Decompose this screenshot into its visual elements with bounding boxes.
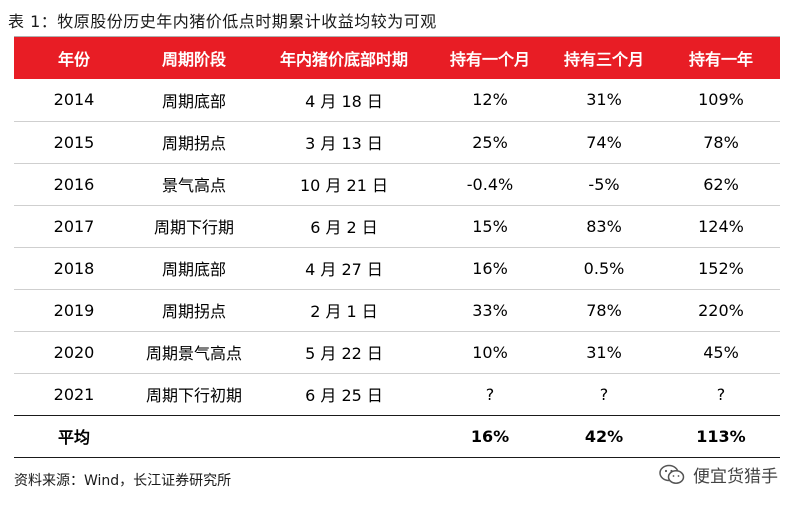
cell-cycle-stage: 周期景气高点: [134, 331, 254, 374]
cell-hold-1m: 16%: [434, 247, 546, 290]
watermark: 便宜货猎手: [659, 462, 778, 487]
average-label: 平均: [14, 414, 134, 458]
cell-cycle-stage: 周期下行期: [134, 205, 254, 248]
cell-hold-1y: 62%: [662, 163, 780, 206]
cell-hold-3m: 78%: [546, 289, 662, 332]
cell-year: 2014: [14, 79, 134, 122]
table-row: 2020 周期景气高点 5 月 22 日 10% 31% 45%: [14, 331, 780, 374]
cell-year: 2018: [14, 247, 134, 290]
cell-cycle-stage: 周期拐点: [134, 289, 254, 332]
returns-table: 年份 周期阶段 年内猪价底部时期 持有一个月 持有三个月 持有一年 2014 周…: [14, 37, 780, 458]
cell-bottom-date: 6 月 2 日: [254, 205, 434, 248]
cell-hold-1m: 12%: [434, 79, 546, 122]
cell-hold-3m: 31%: [546, 79, 662, 122]
header-bottom-date: 年内猪价底部时期: [279, 50, 408, 69]
cell-hold-1y: ?: [716, 384, 726, 404]
cell-bottom-date: 10 月 21 日: [254, 163, 434, 206]
table-row: 2016 景气高点 10 月 21 日 -0.4% -5% 62%: [14, 163, 780, 206]
cell-cycle-stage: 周期拐点: [134, 121, 254, 164]
cell-hold-3m: 83%: [546, 205, 662, 248]
cell-hold-3m: -5%: [546, 163, 662, 206]
header-hold-3m: 持有三个月: [563, 50, 644, 69]
average-row: 平均 16% 42% 113%: [14, 414, 780, 458]
cell-bottom-date: 5 月 22 日: [254, 331, 434, 374]
cell-year: 2019: [14, 289, 134, 332]
cell-hold-1y: 109%: [662, 79, 780, 122]
table-row: 2021 周期下行初期 6 月 25 日 ? ? ?: [14, 373, 780, 415]
cell-cycle-stage: 周期底部: [134, 79, 254, 122]
cell-hold-1m: 15%: [434, 205, 546, 248]
cell-hold-3m: 31%: [546, 331, 662, 374]
wechat-icon: [659, 464, 685, 484]
cell-hold-3m: 74%: [546, 121, 662, 164]
table-row: 2015 周期拐点 3 月 13 日 25% 74% 78%: [14, 121, 780, 164]
cell-bottom-date: 2 月 1 日: [254, 289, 434, 332]
cell-cycle-stage: 周期底部: [134, 247, 254, 290]
cell-year: 2021: [53, 384, 95, 404]
cell-bottom-date: 3 月 13 日: [254, 121, 434, 164]
header-hold-1m: 持有一个月: [449, 50, 530, 69]
cell-hold-3m: 0.5%: [546, 247, 662, 290]
cell-year: 2015: [14, 121, 134, 164]
source-note: 资料来源：Wind，长江证券研究所: [14, 473, 232, 489]
header-year: 年份: [57, 50, 90, 69]
average-hold-1m: 16%: [434, 414, 546, 458]
cell-year: 2020: [14, 331, 134, 374]
table-row: 2019 周期拐点 2 月 1 日 33% 78% 220%: [14, 289, 780, 332]
title-divider: [14, 36, 780, 37]
cell-year: 2017: [14, 205, 134, 248]
cell-cycle-stage: 景气高点: [134, 163, 254, 206]
table-row: 2014 周期底部 4 月 18 日 12% 31% 109%: [14, 79, 780, 122]
cell-hold-1m: 10%: [434, 331, 546, 374]
header-row: 年份 周期阶段 年内猪价底部时期 持有一个月 持有三个月 持有一年: [14, 37, 780, 79]
header-cycle-stage: 周期阶段: [161, 50, 226, 69]
average-empty: [254, 414, 434, 458]
cell-bottom-date: 4 月 27 日: [254, 247, 434, 290]
cell-year: 2016: [14, 163, 134, 206]
cell-hold-1m: 33%: [434, 289, 546, 332]
table-row: 2017 周期下行期 6 月 2 日 15% 83% 124%: [14, 205, 780, 248]
average-hold-1y: 113%: [662, 414, 780, 458]
cell-hold-1m: 25%: [434, 121, 546, 164]
cell-hold-1y: 152%: [662, 247, 780, 290]
average-empty: [134, 414, 254, 458]
cell-cycle-stage: 周期下行初期: [145, 386, 242, 405]
header-hold-1y: 持有一年: [688, 50, 753, 69]
cell-bottom-date: 4 月 18 日: [254, 79, 434, 122]
average-hold-3m: 42%: [546, 414, 662, 458]
cell-hold-1y: 124%: [662, 205, 780, 248]
cell-hold-1y: 220%: [662, 289, 780, 332]
cell-bottom-date: 6 月 25 日: [305, 386, 383, 405]
table-row: 2018 周期底部 4 月 27 日 16% 0.5% 152%: [14, 247, 780, 290]
watermark-text: 便宜货猎手: [693, 467, 778, 487]
cell-hold-1y: 45%: [662, 331, 780, 374]
table-title: 表 1：牧原股份历史年内猪价低点时期累计收益均较为可观: [8, 12, 437, 31]
cell-hold-1m: -0.4%: [434, 163, 546, 206]
cell-hold-1m: ?: [485, 384, 495, 404]
cell-hold-3m: ?: [599, 384, 609, 404]
cell-hold-1y: 78%: [662, 121, 780, 164]
